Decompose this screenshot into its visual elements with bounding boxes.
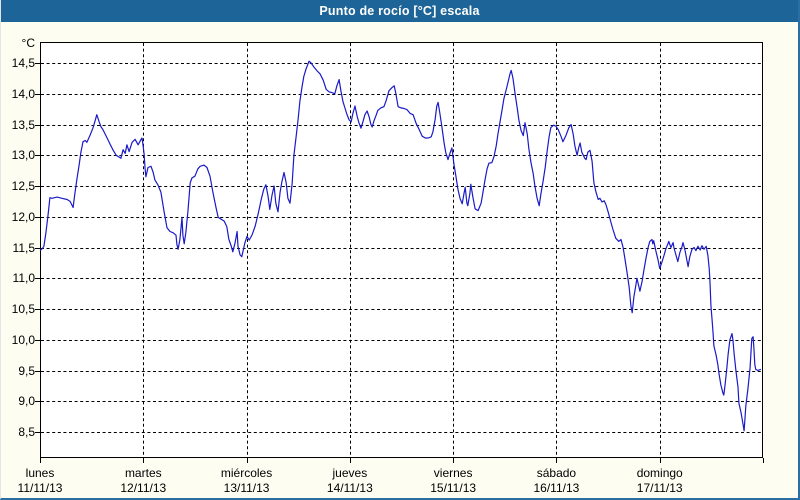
x-axis-date-label: 16/11/13	[533, 481, 580, 495]
x-axis-day-label: sábado	[536, 466, 577, 480]
x-axis-date-label: 17/11/13	[636, 481, 683, 495]
title-bar: Punto de rocío [°C] escala	[1, 0, 798, 22]
y-axis-tick-label: 12,0	[11, 209, 35, 224]
x-axis-date-label: 12/11/13	[120, 481, 167, 495]
x-axis-date-label: 14/11/13	[326, 481, 373, 495]
y-axis-tick-label: 12,5	[11, 179, 35, 193]
y-axis-tick-label: 9,5	[18, 363, 35, 378]
x-axis-date-label: 11/11/13	[17, 481, 63, 495]
x-axis-day-label: jueves	[332, 466, 368, 480]
y-axis-tick-label: 11,0	[12, 271, 35, 286]
chart-title: Punto de rocío [°C] escala	[319, 4, 480, 18]
x-axis-day-label: domingo	[636, 466, 683, 480]
dewpoint-line	[39, 60, 762, 432]
x-axis-day-label: martes	[124, 466, 162, 480]
y-axis-unit-label: °C	[21, 36, 35, 50]
y-axis-tick-label: 13,5	[11, 117, 35, 132]
x-axis-date-label: 13/11/13	[223, 481, 270, 495]
y-axis-tick-label: 14,0	[11, 86, 35, 101]
y-axis-tick-label: 9,0	[18, 394, 35, 409]
y-axis-tick-label: 13,0	[11, 148, 35, 163]
y-axis-tick-label: 14,5	[11, 56, 35, 70]
x-axis-day-label: miércoles	[220, 466, 273, 480]
y-axis-tick-label: 10,5	[11, 302, 35, 316]
plot-area	[40, 42, 763, 458]
x-axis-date-label: 15/11/13	[430, 481, 477, 495]
y-axis-tick-label: 11,5	[12, 240, 35, 255]
y-axis-tick-label: 8,5	[18, 425, 35, 439]
x-axis-day-label: lunes	[25, 466, 55, 480]
y-axis-tick-label: 10,0	[11, 332, 35, 347]
x-axis-day-label: viernes	[433, 466, 473, 480]
